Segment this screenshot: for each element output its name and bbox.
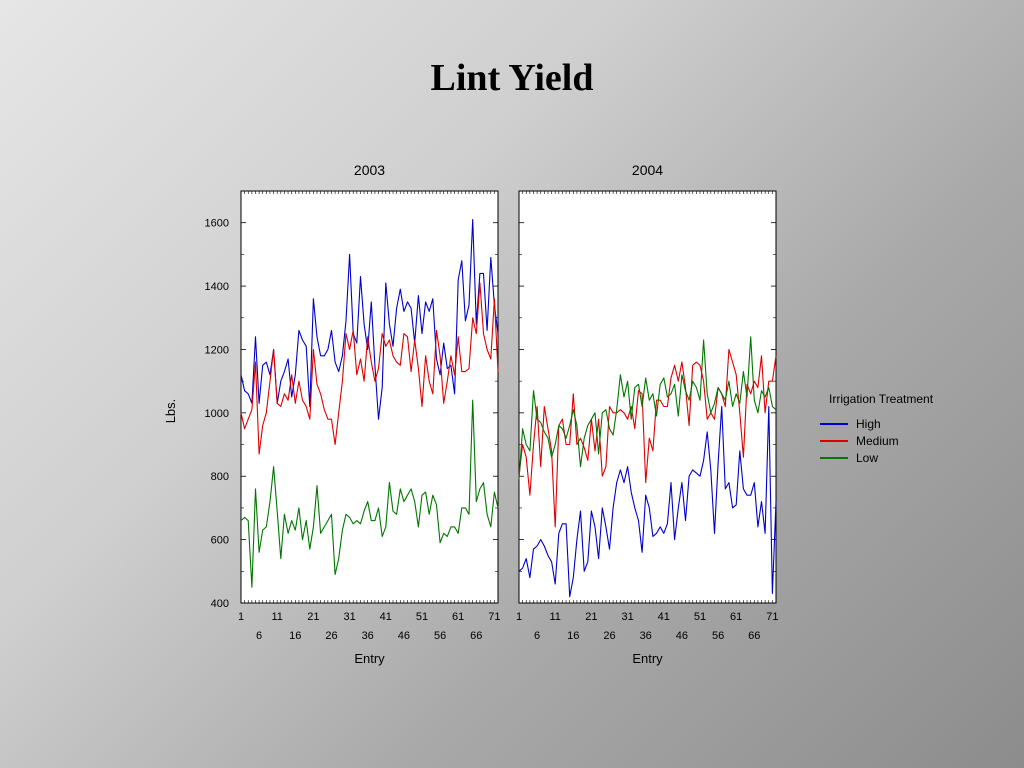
panel-2-title: 2004 xyxy=(632,162,663,178)
panel-1-x-tick-label: 21 xyxy=(307,611,319,623)
panel-2-x-tick-label: 26 xyxy=(603,630,615,642)
panel-2-series-medium xyxy=(518,348,777,528)
panel-1-x-tick-label: 56 xyxy=(434,630,446,642)
panel-1-x-tick-label: 36 xyxy=(362,630,374,642)
panel-2-x-tick-label: 41 xyxy=(658,611,670,623)
panel-1-x-tick-label: 71 xyxy=(488,611,500,623)
panel-2-x-tick-label: 1 xyxy=(516,611,522,623)
panel-1-x-tick-label: 46 xyxy=(398,630,410,642)
panel-2-x-tick-label: 46 xyxy=(676,630,688,642)
panel-2-x-tick-label: 51 xyxy=(694,611,706,623)
panel-2-x-tick-label: 61 xyxy=(730,611,742,623)
panel-1-x-tick-label: 26 xyxy=(325,630,337,642)
panel-2-x-tick-label: 71 xyxy=(766,611,778,623)
y-axis-label: Lbs. xyxy=(163,399,178,424)
panel-1-series-low xyxy=(240,399,499,588)
panel-2-x-tick-label: 11 xyxy=(549,611,560,623)
panel-1-x-tick-label: 61 xyxy=(452,611,464,623)
panel-1-x-tick-label: 6 xyxy=(256,630,262,642)
panel-1-y-tick-label: 600 xyxy=(211,535,229,547)
panel-1-x-tick-label: 16 xyxy=(289,630,301,642)
panel-1-x-tick-label: 51 xyxy=(416,611,428,623)
panel-1-x-tick-label: 66 xyxy=(470,630,482,642)
panel-2-plot-area xyxy=(518,190,777,604)
panel-2-x-tick-label: 16 xyxy=(567,630,579,642)
panel-1-y-tick-label: 1400 xyxy=(205,281,229,293)
legend-title: Irrigation Treatment xyxy=(829,392,934,406)
slide-title: Lint Yield xyxy=(430,57,594,99)
panel-1-y-tick-label: 400 xyxy=(211,598,229,610)
panel-2-x-tick-label: 56 xyxy=(712,630,724,642)
panel-1-series-high xyxy=(240,218,499,420)
legend-label-high: High xyxy=(856,417,881,431)
panel-1-y-tick-label: 1000 xyxy=(205,408,229,420)
panel-2-series-low xyxy=(518,336,777,480)
panel-2-series-high xyxy=(518,405,777,598)
panel-2-x-tick-label: 36 xyxy=(640,630,652,642)
panel-2-x-axis-label: Entry xyxy=(632,651,663,666)
panel-1-x-tick-label: 41 xyxy=(380,611,392,623)
panel-2-x-tick-label: 31 xyxy=(621,611,633,623)
panel-1-y-tick-label: 800 xyxy=(211,471,229,483)
panel-2-x-tick-label: 6 xyxy=(534,630,540,642)
legend-label-medium: Medium xyxy=(856,434,899,448)
panel-1-x-tick-label: 31 xyxy=(343,611,355,623)
panel-1-y-tick-label: 1600 xyxy=(205,218,229,230)
panel-2-x-tick-label: 66 xyxy=(748,630,760,642)
panel-1-x-axis-label: Entry xyxy=(354,651,385,666)
panel-2-x-tick-label: 21 xyxy=(585,611,597,623)
panel-1-x-tick-label: 11 xyxy=(271,611,282,623)
panel-1-x-tick-label: 1 xyxy=(238,611,244,623)
panel-1-series-medium xyxy=(240,282,499,455)
panel-1-title: 2003 xyxy=(354,162,385,178)
legend-label-low: Low xyxy=(856,451,878,465)
panel-1-y-tick-label: 1200 xyxy=(205,344,229,356)
